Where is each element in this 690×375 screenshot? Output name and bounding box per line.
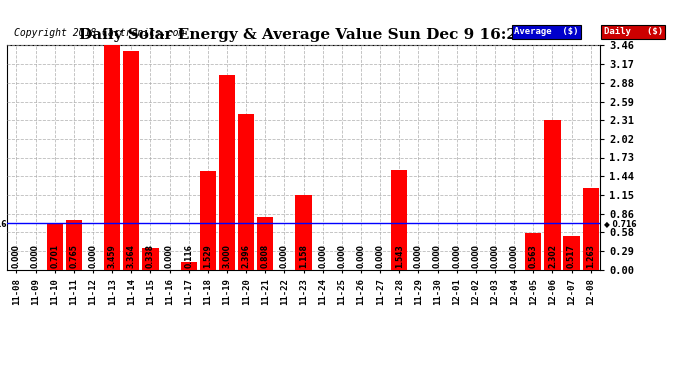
Text: 0.000: 0.000	[414, 244, 423, 268]
Text: 0.116: 0.116	[184, 244, 193, 268]
Text: 0.000: 0.000	[318, 244, 327, 268]
Text: 0.000: 0.000	[280, 244, 289, 268]
Text: 3.000: 3.000	[223, 244, 232, 268]
Text: Average  ($): Average ($)	[514, 27, 578, 36]
Text: 2.302: 2.302	[548, 244, 557, 268]
Text: 0.000: 0.000	[375, 244, 384, 268]
Text: 2.396: 2.396	[241, 244, 250, 268]
Text: 1.263: 1.263	[586, 244, 595, 268]
Text: ◆ 0.716: ◆ 0.716	[0, 219, 7, 228]
Text: 0.765: 0.765	[70, 244, 79, 268]
Title: Daily Solar Energy & Average Value Sun Dec 9 16:23: Daily Solar Energy & Average Value Sun D…	[79, 28, 528, 42]
Text: 0.338: 0.338	[146, 244, 155, 268]
Text: 0.808: 0.808	[261, 244, 270, 268]
Text: 0.000: 0.000	[357, 244, 366, 268]
Bar	[219, 75, 235, 270]
Text: 0.000: 0.000	[12, 244, 21, 268]
Text: Daily   ($): Daily ($)	[604, 27, 663, 36]
Bar	[295, 195, 312, 270]
Bar	[200, 171, 216, 270]
Bar	[142, 248, 159, 270]
Text: 1.543: 1.543	[395, 244, 404, 268]
Text: 0.000: 0.000	[471, 244, 480, 268]
Text: 3.459: 3.459	[108, 244, 117, 268]
Bar	[544, 120, 560, 270]
Bar	[124, 51, 139, 270]
Bar	[238, 114, 255, 270]
Bar	[391, 170, 407, 270]
Text: 3.364: 3.364	[127, 244, 136, 268]
Text: 0.000: 0.000	[31, 244, 40, 268]
Bar	[104, 45, 120, 270]
Bar	[582, 188, 599, 270]
Bar	[564, 236, 580, 270]
Text: 0.000: 0.000	[165, 244, 174, 268]
Text: 0.000: 0.000	[491, 244, 500, 268]
Text: 0.000: 0.000	[433, 244, 442, 268]
Text: 0.000: 0.000	[510, 244, 519, 268]
Bar	[66, 220, 82, 270]
Text: 0.000: 0.000	[337, 244, 346, 268]
Text: 0.000: 0.000	[88, 244, 97, 268]
Text: 0.517: 0.517	[567, 244, 576, 268]
Text: Copyright 2018 Cartronics.com: Copyright 2018 Cartronics.com	[14, 27, 184, 38]
Bar	[47, 224, 63, 270]
Text: 0.701: 0.701	[50, 244, 59, 268]
Text: 1.529: 1.529	[204, 244, 213, 268]
Bar	[181, 262, 197, 270]
Text: 0.000: 0.000	[452, 244, 461, 268]
Text: 1.158: 1.158	[299, 244, 308, 268]
Bar	[525, 233, 542, 270]
Text: ◆ 0.716: ◆ 0.716	[604, 219, 637, 228]
Text: 0.563: 0.563	[529, 244, 538, 268]
Bar	[257, 217, 273, 270]
